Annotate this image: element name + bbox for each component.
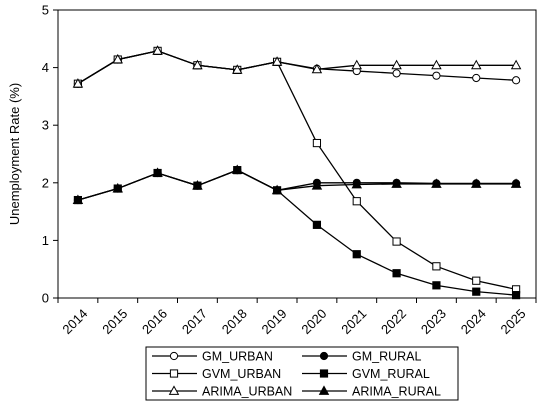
x-tick-label: 2020 [298, 306, 329, 337]
data-point-arima-rural [510, 178, 522, 188]
y-tick-label: 0 [42, 291, 49, 306]
series-line-arima-urban [77, 50, 517, 85]
y-axis: 0 1 2 3 4 5 [42, 3, 58, 306]
legend: GM_URBAN GM_RURAL GVM_URBAN GVM_RURAL ARIMA_… [145, 346, 459, 401]
data-point-gm-urban [472, 73, 481, 83]
data-point-gvm-urban [352, 197, 361, 206]
data-point-arima-rural [232, 164, 243, 175]
legend-item-gm-rural: GM_RURAL [302, 350, 422, 364]
legend-label-arima-urban: ARIMA_URBAN [202, 385, 292, 399]
y-tick-label: 4 [42, 60, 49, 75]
data-point-gvm-urban [432, 262, 441, 271]
x-tick-label: 2019 [259, 306, 290, 337]
data-point-gm-urban [392, 69, 401, 78]
data-point-arima-urban [510, 59, 522, 70]
legend-label-gvm-rural: GVM_RURAL [352, 367, 430, 381]
data-point-arima-rural [72, 194, 84, 204]
series-layer [72, 45, 522, 300]
legend-marker-arima-rural [318, 385, 330, 395]
x-tick-label: 2016 [139, 306, 170, 337]
data-point-arima-rural [152, 167, 163, 177]
legend-label-gvm-urban: GVM_URBAN [202, 367, 281, 381]
data-point-gvm-urban [472, 276, 481, 285]
legend-label-arima-rural: ARIMA_RURAL [352, 385, 441, 399]
x-tick-label: 2018 [219, 306, 250, 337]
data-point-arima-urban [351, 59, 362, 70]
plot-frame [57, 9, 537, 299]
data-point-arima-urban [391, 59, 402, 70]
x-axis: 2014 2015 2016 2017 2018 2019 2020 2021 2022 2023… [57, 298, 537, 337]
x-tick-label: 2023 [418, 306, 449, 337]
data-point-arima-rural [271, 184, 283, 195]
legend-marker-gm-rural [319, 351, 329, 361]
x-tick-label: 2024 [458, 306, 489, 337]
data-point-gm-urban [511, 76, 521, 85]
data-point-gvm-rural [312, 220, 322, 229]
data-point-arima-urban [232, 64, 243, 74]
x-tick-label: 2017 [179, 306, 210, 337]
data-point-arima-rural [431, 178, 442, 188]
legend-item-arima-rural: ARIMA_RURAL [302, 385, 441, 399]
series-line-gm-rural [77, 169, 517, 201]
data-point-arima-rural [311, 180, 323, 190]
data-point-arima-rural [351, 178, 362, 189]
legend-item-gvm-rural: GVM_RURAL [302, 367, 430, 381]
data-point-arima-urban [112, 53, 123, 64]
x-tick-label: 2014 [59, 306, 90, 337]
data-point-arima-rural [471, 178, 482, 188]
y-tick-label: 2 [42, 175, 49, 190]
series-gm-rural [73, 166, 521, 205]
plot-area [57, 9, 537, 299]
y-axis-label: Unemployment Rate (%) [7, 83, 22, 225]
data-point-gvm-rural [472, 287, 481, 296]
series-line-gvm-urban [77, 50, 517, 290]
series-line-gvm-rural [77, 169, 517, 296]
data-point-gvm-urban [312, 138, 322, 148]
x-tick-label: 2022 [378, 306, 409, 337]
data-point-arima-urban [271, 56, 283, 66]
legend-marker-arima-urban [168, 385, 180, 395]
series-gvm-urban [73, 46, 521, 294]
x-tick-label: 2025 [498, 306, 529, 337]
series-line-gm-urban [77, 50, 517, 85]
data-point-arima-rural [192, 180, 203, 190]
data-point-gvm-urban [392, 237, 401, 246]
legend-item-gvm-urban: GVM_URBAN [152, 367, 281, 381]
data-point-arima-urban [192, 59, 203, 70]
legend-marker-gvm-rural [319, 369, 329, 378]
series-line-arima-rural [77, 169, 517, 201]
legend-label-gm-urban: GM_URBAN [202, 350, 273, 364]
data-point-arima-rural [391, 178, 402, 188]
legend-item-gm-urban: GM_URBAN [152, 350, 273, 364]
x-tick-label: 2021 [338, 306, 369, 337]
data-point-gvm-rural [432, 281, 441, 290]
data-point-gvm-rural [511, 291, 521, 300]
data-point-arima-rural [112, 182, 123, 193]
data-point-gvm-rural [392, 269, 401, 278]
data-point-gm-urban [432, 71, 441, 80]
legend-item-arima-urban: ARIMA_URBAN [152, 385, 292, 399]
y-tick-label: 1 [42, 233, 49, 248]
data-point-gvm-rural [352, 250, 361, 259]
y-tick-label: 3 [42, 118, 49, 133]
series-arima-rural [72, 164, 522, 204]
series-gm-urban [73, 46, 521, 88]
data-point-arima-urban [311, 63, 323, 74]
legend-label-gm-rural: GM_RURAL [352, 350, 422, 364]
legend-marker-gm-urban [169, 351, 179, 361]
data-point-arima-urban [152, 45, 163, 55]
data-point-arima-urban [431, 59, 442, 70]
series-arima-urban [72, 45, 522, 88]
data-point-arima-urban [72, 78, 84, 88]
data-point-arima-urban [471, 59, 482, 70]
x-tick-label: 2015 [99, 306, 130, 337]
y-tick-label: 5 [42, 3, 49, 18]
legend-marker-gvm-urban [169, 369, 179, 378]
